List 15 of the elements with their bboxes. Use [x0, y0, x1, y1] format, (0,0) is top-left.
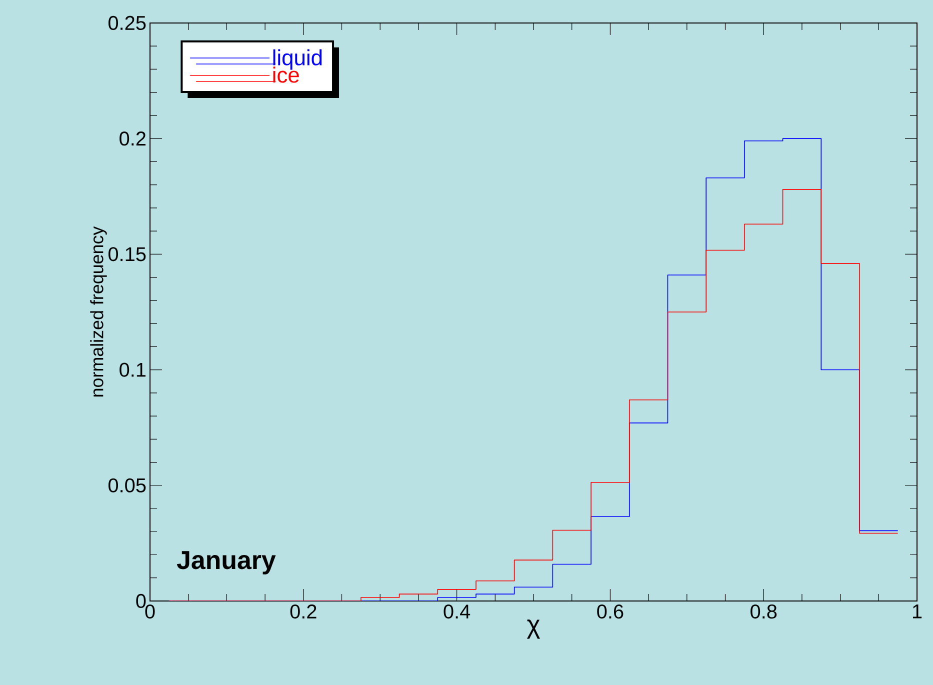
x-tick-label: 0.4 — [444, 604, 470, 619]
x-tick-label: 0 — [145, 604, 155, 619]
y-axis-title: normalized frequency — [90, 226, 107, 397]
x-tick-label: 0.8 — [750, 604, 777, 619]
x-tick-label: 1 — [912, 604, 922, 618]
y-tick-label: 0.2 — [120, 132, 146, 146]
y-tick-label: 0 — [136, 594, 146, 608]
annotation: January — [176, 551, 276, 574]
y-tick-label: 0.1 — [120, 362, 146, 377]
y-tick-label: 0.25 — [108, 16, 146, 30]
y-tick-label: 0.15 — [108, 247, 146, 262]
x-axis-title: χ — [526, 619, 540, 639]
x-tick-label: 0.2 — [290, 604, 316, 619]
x-tick-label: 0.6 — [597, 604, 624, 619]
y-tick-label: 0.05 — [108, 478, 146, 492]
